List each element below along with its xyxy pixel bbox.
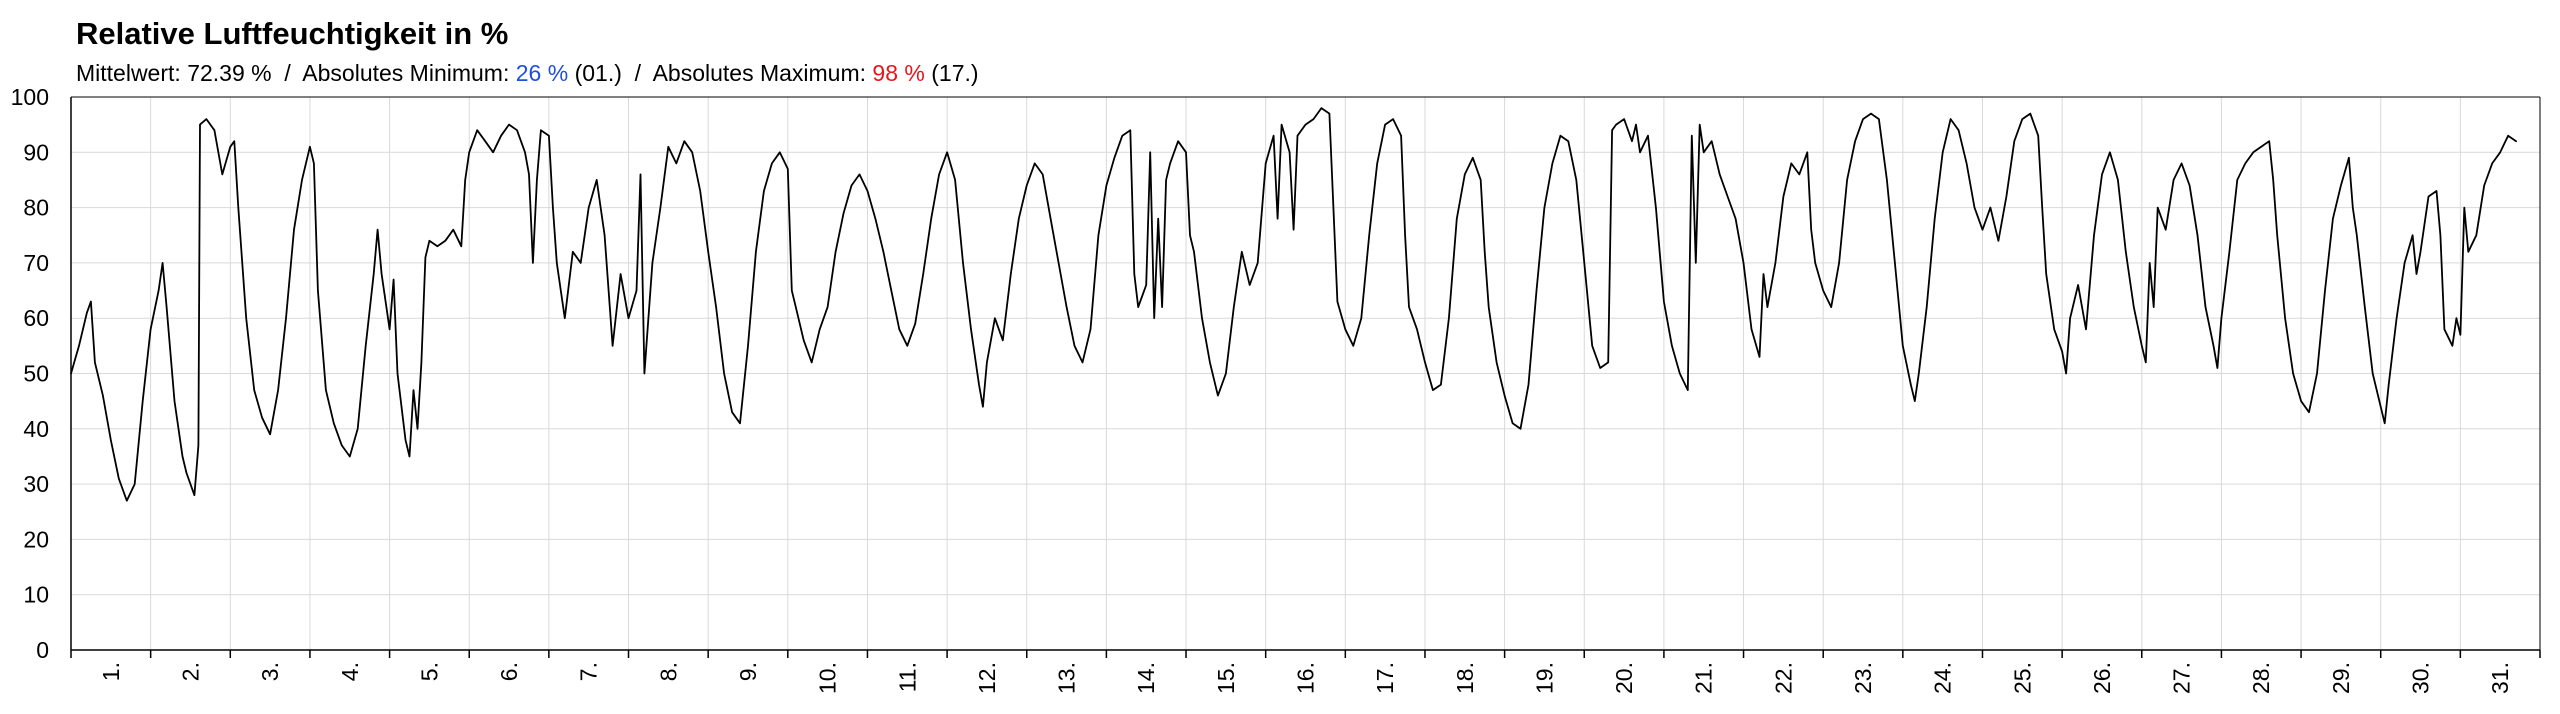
x-tick-label: 9. [735,662,761,681]
x-tick-label: 29. [2328,662,2354,694]
y-tick-label: 20 [23,526,49,552]
x-tick-label: 23. [1850,662,1876,694]
humidity-series-line [70,107,2517,502]
x-tick-label: 11. [894,662,920,692]
chart-subtitle: Mittelwert: 72.39 % / Absolutes Minimum:… [76,60,979,87]
x-tick-label: 6. [496,662,522,681]
x-tick-label: 13. [1054,662,1080,694]
max-label: Absolutes Maximum: [652,60,867,86]
x-tick-label: 26. [2089,662,2115,694]
x-tick-label: 25. [2009,662,2035,694]
x-tick-label: 15. [1213,662,1239,694]
y-tick-label: 50 [23,361,49,387]
x-tick-label: 21. [1691,662,1717,694]
x-tick-label: 4. [337,662,363,681]
max-value: 98 % [872,60,925,86]
x-tick-label: 17. [1372,662,1398,694]
x-tick-label: 20. [1611,662,1637,694]
min-day: (01.) [574,60,622,86]
x-tick-label: 30. [2408,662,2434,694]
y-tick-label: 70 [23,250,49,276]
x-tick-label: 5. [416,662,442,681]
x-tick-label: 7. [576,662,602,681]
max-day: (17.) [931,60,979,86]
separator: / [284,60,291,86]
x-tick-label: 27. [2169,662,2195,694]
y-tick-label: 100 [11,84,49,110]
x-tick-label: 16. [1293,662,1319,694]
y-tick-label: 80 [23,195,49,221]
x-tick-label: 14. [1133,662,1159,694]
y-tick-label: 90 [23,139,49,165]
x-tick-label: 8. [655,662,681,681]
x-tick-label: 24. [1930,662,1956,694]
x-tick-label: 3. [257,662,283,681]
x-tick-label: 2. [177,662,203,681]
x-tick-label: 1. [98,662,124,681]
separator: / [634,60,642,86]
y-tick-label: 60 [23,305,49,331]
y-tick-label: 0 [36,637,49,663]
min-value: 26 % [515,60,569,86]
y-tick-label: 30 [23,471,49,497]
x-tick-label: 18. [1452,662,1478,694]
x-tick-label: 22. [1770,662,1796,694]
mean-label: Mittelwert: [76,60,181,86]
x-tick-label: 19. [1531,662,1557,694]
chart-title: Relative Luftfeuchtigkeit in % [76,16,509,51]
min-label: Absolutes Minimum: [302,60,510,86]
y-tick-label: 10 [23,582,49,608]
x-tick-label: 10. [815,662,841,694]
x-tick-label: 31. [2487,662,2513,694]
x-tick-label: 28. [2248,662,2274,694]
mean-value: 72.39 % [187,60,272,86]
x-tick-label: 12. [974,662,1000,694]
y-tick-label: 40 [23,416,49,442]
